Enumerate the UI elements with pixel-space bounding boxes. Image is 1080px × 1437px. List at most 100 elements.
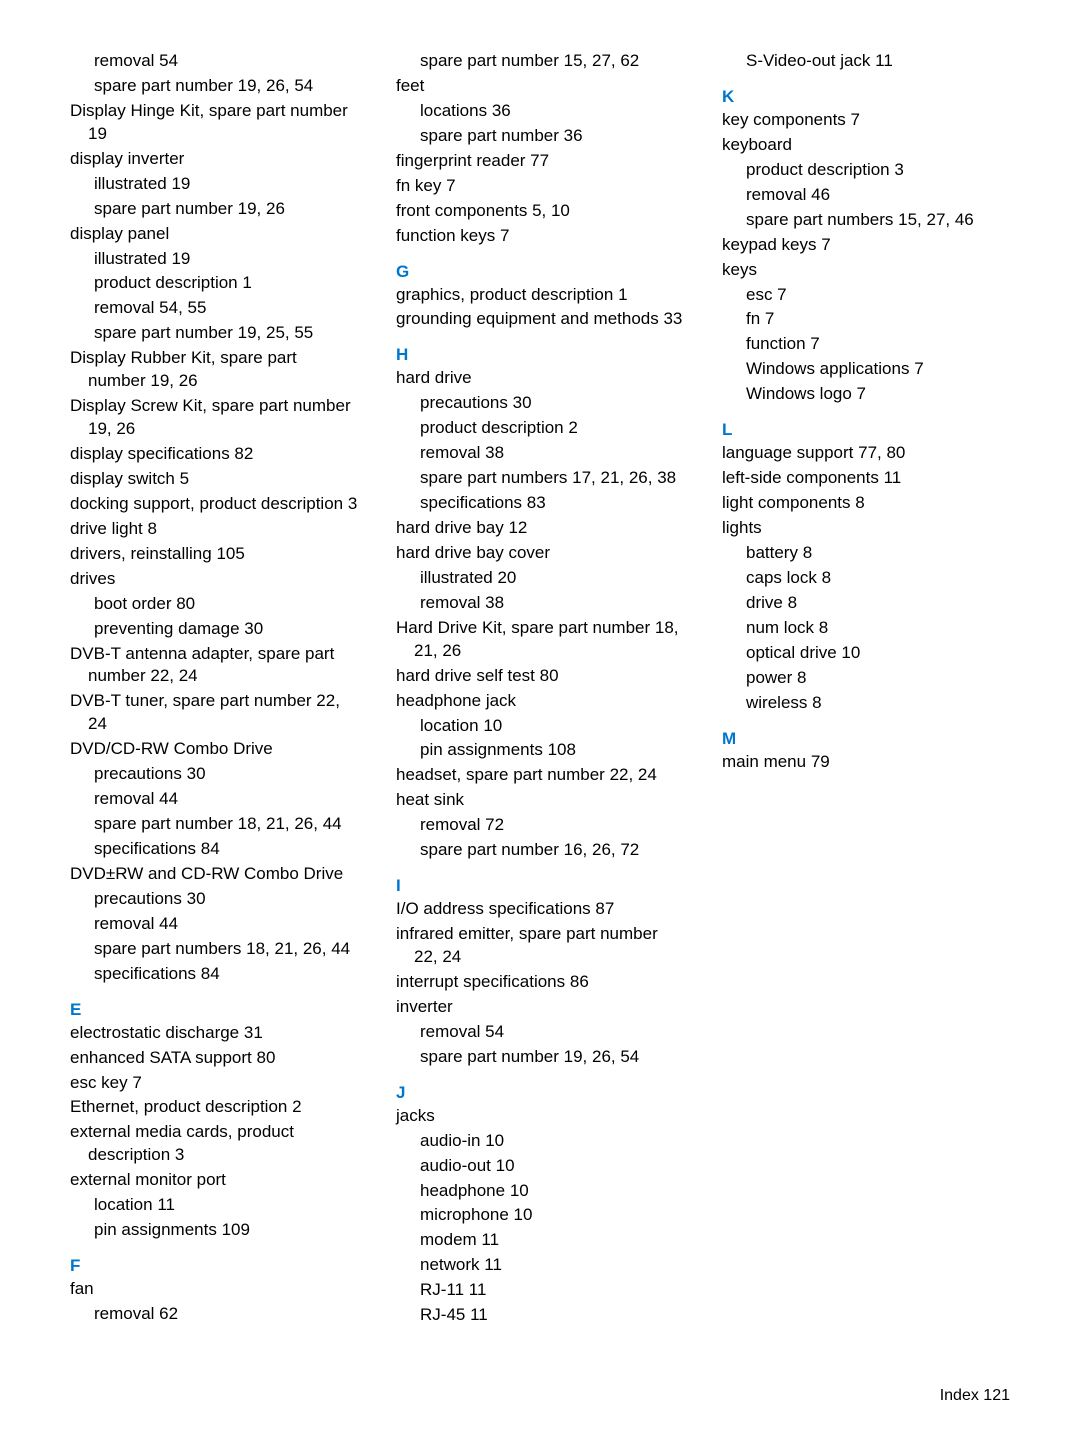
index-entry: external media cards, product descriptio… <box>70 1121 358 1167</box>
index-entry: removal 72 <box>420 814 684 837</box>
index-entry: interrupt specifications 86 <box>396 971 684 994</box>
index-entry: location 10 <box>420 715 684 738</box>
index-entry: specifications 84 <box>94 963 358 986</box>
index-entry: spare part number 19, 26 <box>94 198 358 221</box>
index-entry: grounding equipment and methods 33 <box>396 308 684 331</box>
index-entry: graphics, product description 1 <box>396 284 684 307</box>
index-entry: specifications 83 <box>420 492 684 515</box>
index-entry: caps lock 8 <box>746 567 1010 590</box>
index-entry: Windows applications 7 <box>746 358 1010 381</box>
index-entry: DVD/CD-RW Combo Drive <box>70 738 358 761</box>
index-entry: pin assignments 108 <box>420 739 684 762</box>
index-entry: spare part number 19, 26, 54 <box>420 1046 684 1069</box>
index-entry: keys <box>722 259 1010 282</box>
index-entry: Ethernet, product description 2 <box>70 1096 358 1119</box>
index-entry: spare part number 15, 27, 62 <box>420 50 684 73</box>
index-entry: hard drive bay cover <box>396 542 684 565</box>
index-entry: product description 1 <box>94 272 358 295</box>
section-heading: K <box>722 87 1010 107</box>
footer-page: 121 <box>983 1387 1010 1404</box>
index-entry: microphone 10 <box>420 1204 684 1227</box>
index-entry: headphone jack <box>396 690 684 713</box>
section-heading: H <box>396 345 684 365</box>
index-entry: function 7 <box>746 333 1010 356</box>
index-entry: num lock 8 <box>746 617 1010 640</box>
index-entry: display inverter <box>70 148 358 171</box>
index-entry: locations 36 <box>420 100 684 123</box>
index-entry: spare part number 19, 25, 55 <box>94 322 358 345</box>
index-entry: docking support, product description 3 <box>70 493 358 516</box>
index-entry: drive 8 <box>746 592 1010 615</box>
index-entry: spare part numbers 17, 21, 26, 38 <box>420 467 684 490</box>
footer-label: Index <box>940 1387 979 1404</box>
index-entry: removal 54 <box>420 1021 684 1044</box>
index-columns: removal 54spare part number 19, 26, 54Di… <box>70 50 1010 1330</box>
index-entry: wireless 8 <box>746 692 1010 715</box>
index-entry: battery 8 <box>746 542 1010 565</box>
index-entry: removal 54, 55 <box>94 297 358 320</box>
index-entry: inverter <box>396 996 684 1019</box>
index-entry: DVD±RW and CD-RW Combo Drive <box>70 863 358 886</box>
index-entry: Hard Drive Kit, spare part number 18, 21… <box>396 617 684 663</box>
index-entry: product description 3 <box>746 159 1010 182</box>
index-entry: fingerprint reader 77 <box>396 150 684 173</box>
page-footer: Index 121 <box>940 1387 1010 1405</box>
index-entry: main menu 79 <box>722 751 1010 774</box>
index-entry: lights <box>722 517 1010 540</box>
index-entry: specifications 84 <box>94 838 358 861</box>
section-heading: J <box>396 1083 684 1103</box>
index-entry: modem 11 <box>420 1229 684 1252</box>
section-heading: M <box>722 729 1010 749</box>
index-entry: product description 2 <box>420 417 684 440</box>
index-entry: hard drive self test 80 <box>396 665 684 688</box>
index-entry: esc 7 <box>746 284 1010 307</box>
index-entry: DVB-T tuner, spare part number 22, 24 <box>70 690 358 736</box>
index-entry: fn key 7 <box>396 175 684 198</box>
index-entry: removal 62 <box>94 1303 358 1326</box>
index-entry: pin assignments 109 <box>94 1219 358 1242</box>
section-heading: L <box>722 420 1010 440</box>
index-entry: infrared emitter, spare part number 22, … <box>396 923 684 969</box>
index-entry: fn 7 <box>746 308 1010 331</box>
index-entry: boot order 80 <box>94 593 358 616</box>
index-entry: removal 44 <box>94 788 358 811</box>
index-entry: RJ-11 11 <box>420 1279 684 1302</box>
index-entry: external monitor port <box>70 1169 358 1192</box>
index-entry: drives <box>70 568 358 591</box>
index-entry: hard drive <box>396 367 684 390</box>
section-heading: G <box>396 262 684 282</box>
index-entry: power 8 <box>746 667 1010 690</box>
index-entry: audio-in 10 <box>420 1130 684 1153</box>
index-entry: display panel <box>70 223 358 246</box>
index-entry: Display Rubber Kit, spare part number 19… <box>70 347 358 393</box>
index-entry: spare part number 19, 26, 54 <box>94 75 358 98</box>
index-entry: removal 44 <box>94 913 358 936</box>
index-entry: jacks <box>396 1105 684 1128</box>
index-entry: Display Screw Kit, spare part number 19,… <box>70 395 358 441</box>
index-entry: S-Video-out jack 11 <box>746 50 1010 73</box>
index-entry: hard drive bay 12 <box>396 517 684 540</box>
index-entry: spare part number 16, 26, 72 <box>420 839 684 862</box>
index-entry: feet <box>396 75 684 98</box>
index-entry: removal 46 <box>746 184 1010 207</box>
index-entry: location 11 <box>94 1194 358 1217</box>
index-entry: drive light 8 <box>70 518 358 541</box>
index-entry: RJ-45 11 <box>420 1304 684 1327</box>
index-entry: precautions 30 <box>94 763 358 786</box>
index-entry: keyboard <box>722 134 1010 157</box>
index-entry: enhanced SATA support 80 <box>70 1047 358 1070</box>
index-entry: I/O address specifications 87 <box>396 898 684 921</box>
index-entry: removal 38 <box>420 592 684 615</box>
index-entry: spare part numbers 18, 21, 26, 44 <box>94 938 358 961</box>
index-entry: display specifications 82 <box>70 443 358 466</box>
index-entry: audio-out 10 <box>420 1155 684 1178</box>
index-entry: illustrated 20 <box>420 567 684 590</box>
index-entry: keypad keys 7 <box>722 234 1010 257</box>
index-entry: preventing damage 30 <box>94 618 358 641</box>
index-entry: Display Hinge Kit, spare part number 19 <box>70 100 358 146</box>
index-entry: left-side components 11 <box>722 467 1010 490</box>
index-entry: heat sink <box>396 789 684 812</box>
index-entry: illustrated 19 <box>94 173 358 196</box>
index-entry: Windows logo 7 <box>746 383 1010 406</box>
index-entry: precautions 30 <box>420 392 684 415</box>
